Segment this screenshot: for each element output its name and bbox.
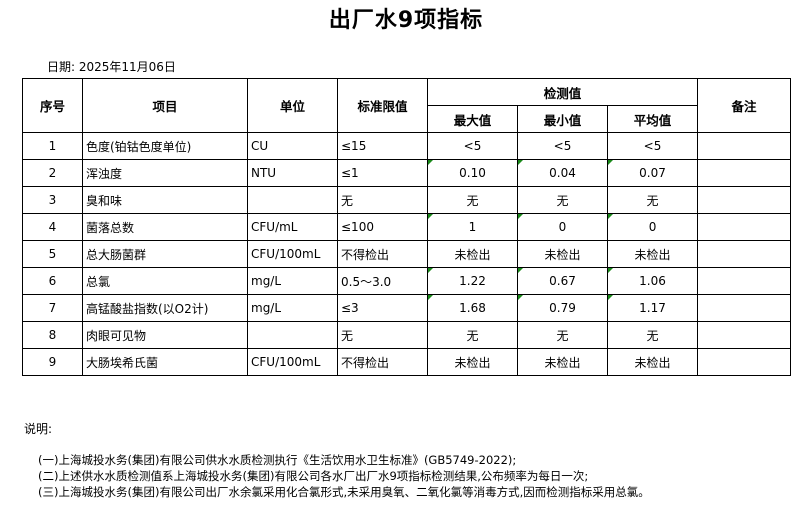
cell-limit: 无 (337, 186, 428, 214)
cell-unit: NTU (247, 159, 338, 187)
table-row: 8 肉眼可见物无无无无 (22, 321, 792, 349)
report-date: 日期: 2025年11月06日 (47, 60, 176, 74)
cell-min: 无 (517, 186, 608, 214)
cell-seq: 3 (22, 186, 83, 214)
notes-label: 说明: (24, 422, 53, 436)
cell-avg: 未检出 (606, 348, 699, 376)
cell-limit: 不得检出 (337, 348, 428, 376)
cell-seq: 2 (22, 159, 83, 187)
cell-item: 总大肠菌群 (82, 240, 248, 268)
cell-seq: 7 (22, 294, 83, 322)
cell-unit: mg/L (247, 267, 338, 295)
cell-item: 浑浊度 (82, 159, 248, 187)
cell-remark (697, 348, 792, 376)
header-max: 最大值 (427, 105, 518, 133)
cell-avg: 0 (606, 213, 699, 241)
cell-avg: 0.07 (606, 159, 699, 187)
cell-avg: 无 (606, 321, 699, 349)
table-row: 1 色度(铂钴色度单位) CU ≤15 <5 <5 <5 (22, 132, 792, 160)
cell-avg: 无 (606, 186, 699, 214)
header-item: 项目 (82, 78, 248, 133)
header-remark: 备注 (697, 78, 792, 133)
cell-remark (697, 321, 792, 349)
cell-max: 未检出 (427, 240, 518, 268)
cell-item: 高锰酸盐指数(以O2计) (82, 294, 248, 322)
cell-max: 无 (427, 321, 518, 349)
header-limit: 标准限值 (337, 78, 428, 133)
notes: (一)上海城投水务(集团)有限公司供水水质检测执行《生活饮用水卫生标准》(GB5… (38, 452, 650, 500)
cell-item: 肉眼可见物 (82, 321, 248, 349)
cell-item: 臭和味 (82, 186, 248, 214)
cell-max: <5 (427, 132, 518, 160)
table-row: 5 总大肠菌群 CFU/100mL 不得检出 未检出 未检出 未检出 (22, 240, 792, 268)
cell-unit: CFU/100mL (247, 348, 338, 376)
cell-unit (247, 186, 338, 214)
note-line: (一)上海城投水务(集团)有限公司供水水质检测执行《生活饮用水卫生标准》(GB5… (38, 453, 517, 467)
cell-remark (697, 240, 792, 268)
cell-item: 总氯 (82, 267, 248, 295)
note-line: (三)上海城投水务(集团)有限公司出厂水余氯采用化合氯形式,未采用臭氧、二氧化氯… (38, 485, 650, 499)
cell-unit (247, 321, 338, 349)
cell-min: 未检出 (517, 240, 608, 268)
cell-avg: 1.06 (606, 267, 699, 295)
cell-min: <5 (517, 132, 608, 160)
table-row: 2 浑浊度 NTU ≤1 0.10 0.04 0.07 (22, 159, 792, 187)
table-row: 6 总氯 mg/L 0.5～3.0 1.22 0.67 1.06 (22, 267, 792, 295)
cell-remark (697, 186, 792, 214)
header-detected: 检测值 (426, 78, 699, 106)
cell-limit: 无 (337, 321, 428, 349)
cell-max: 1.68 (427, 294, 518, 322)
cell-limit: ≤3 (337, 294, 428, 322)
header-avg: 平均值 (606, 105, 699, 133)
cell-limit: 不得检出 (337, 240, 428, 268)
cell-limit: ≤15 (337, 132, 428, 160)
cell-min: 0.79 (517, 294, 608, 322)
cell-remark (697, 294, 792, 322)
cell-min: 未检出 (517, 348, 608, 376)
cell-min: 无 (517, 321, 608, 349)
cell-remark (697, 159, 792, 187)
cell-remark (697, 267, 792, 295)
cell-unit: mg/L (247, 294, 338, 322)
cell-min: 0.04 (517, 159, 608, 187)
cell-seq: 5 (22, 240, 83, 268)
cell-max: 未检出 (427, 348, 518, 376)
header-min: 最小值 (517, 105, 608, 133)
cell-min: 0 (517, 213, 608, 241)
cell-remark (697, 132, 792, 160)
cell-limit: ≤1 (337, 159, 428, 187)
cell-seq: 1 (22, 132, 83, 160)
cell-max: 无 (427, 186, 518, 214)
cell-max: 0.10 (427, 159, 518, 187)
cell-avg: <5 (606, 132, 699, 160)
cell-item: 菌落总数 (82, 213, 248, 241)
cell-seq: 9 (22, 348, 83, 376)
cell-avg: 1.17 (606, 294, 699, 322)
cell-unit: CU (247, 132, 338, 160)
table-row: 7 高锰酸盐指数(以O2计) mg/L ≤3 1.68 0.79 1.17 (22, 294, 792, 322)
cell-seq: 4 (22, 213, 83, 241)
cell-item: 色度(铂钴色度单位) (82, 132, 248, 160)
cell-seq: 8 (22, 321, 83, 349)
cell-avg: 未检出 (606, 240, 699, 268)
cell-unit: CFU/mL (247, 213, 338, 241)
cell-max: 1 (427, 213, 518, 241)
cell-max: 1.22 (427, 267, 518, 295)
page-title: 出厂水9项指标 (328, 8, 484, 33)
cell-limit: 0.5～3.0 (337, 267, 428, 295)
table-row: 9 大肠埃希氏菌 CFU/100mL 不得检出 未检出 未检出 未检出 (22, 348, 792, 376)
header-unit: 单位 (247, 78, 338, 133)
cell-unit: CFU/100mL (247, 240, 338, 268)
cell-remark (697, 213, 792, 241)
table-row: 3 臭和味无无无无 (22, 186, 792, 214)
table-row: 4 菌落总数 CFU/mL ≤100 1 0 0 (22, 213, 792, 241)
water-quality-table: 序号 项目 单位 标准限值 检测值 备注 最大值 最小值 平均值 1 色度(铂钴色… (22, 78, 792, 376)
header-seq: 序号 (22, 78, 83, 133)
cell-item: 大肠埃希氏菌 (82, 348, 248, 376)
note-line: (二)上述供水水质检测值系上海城投水务(集团)有限公司各水厂出厂水9项指标检测结… (38, 469, 589, 483)
cell-min: 0.67 (517, 267, 608, 295)
cell-limit: ≤100 (337, 213, 428, 241)
cell-seq: 6 (22, 267, 83, 295)
